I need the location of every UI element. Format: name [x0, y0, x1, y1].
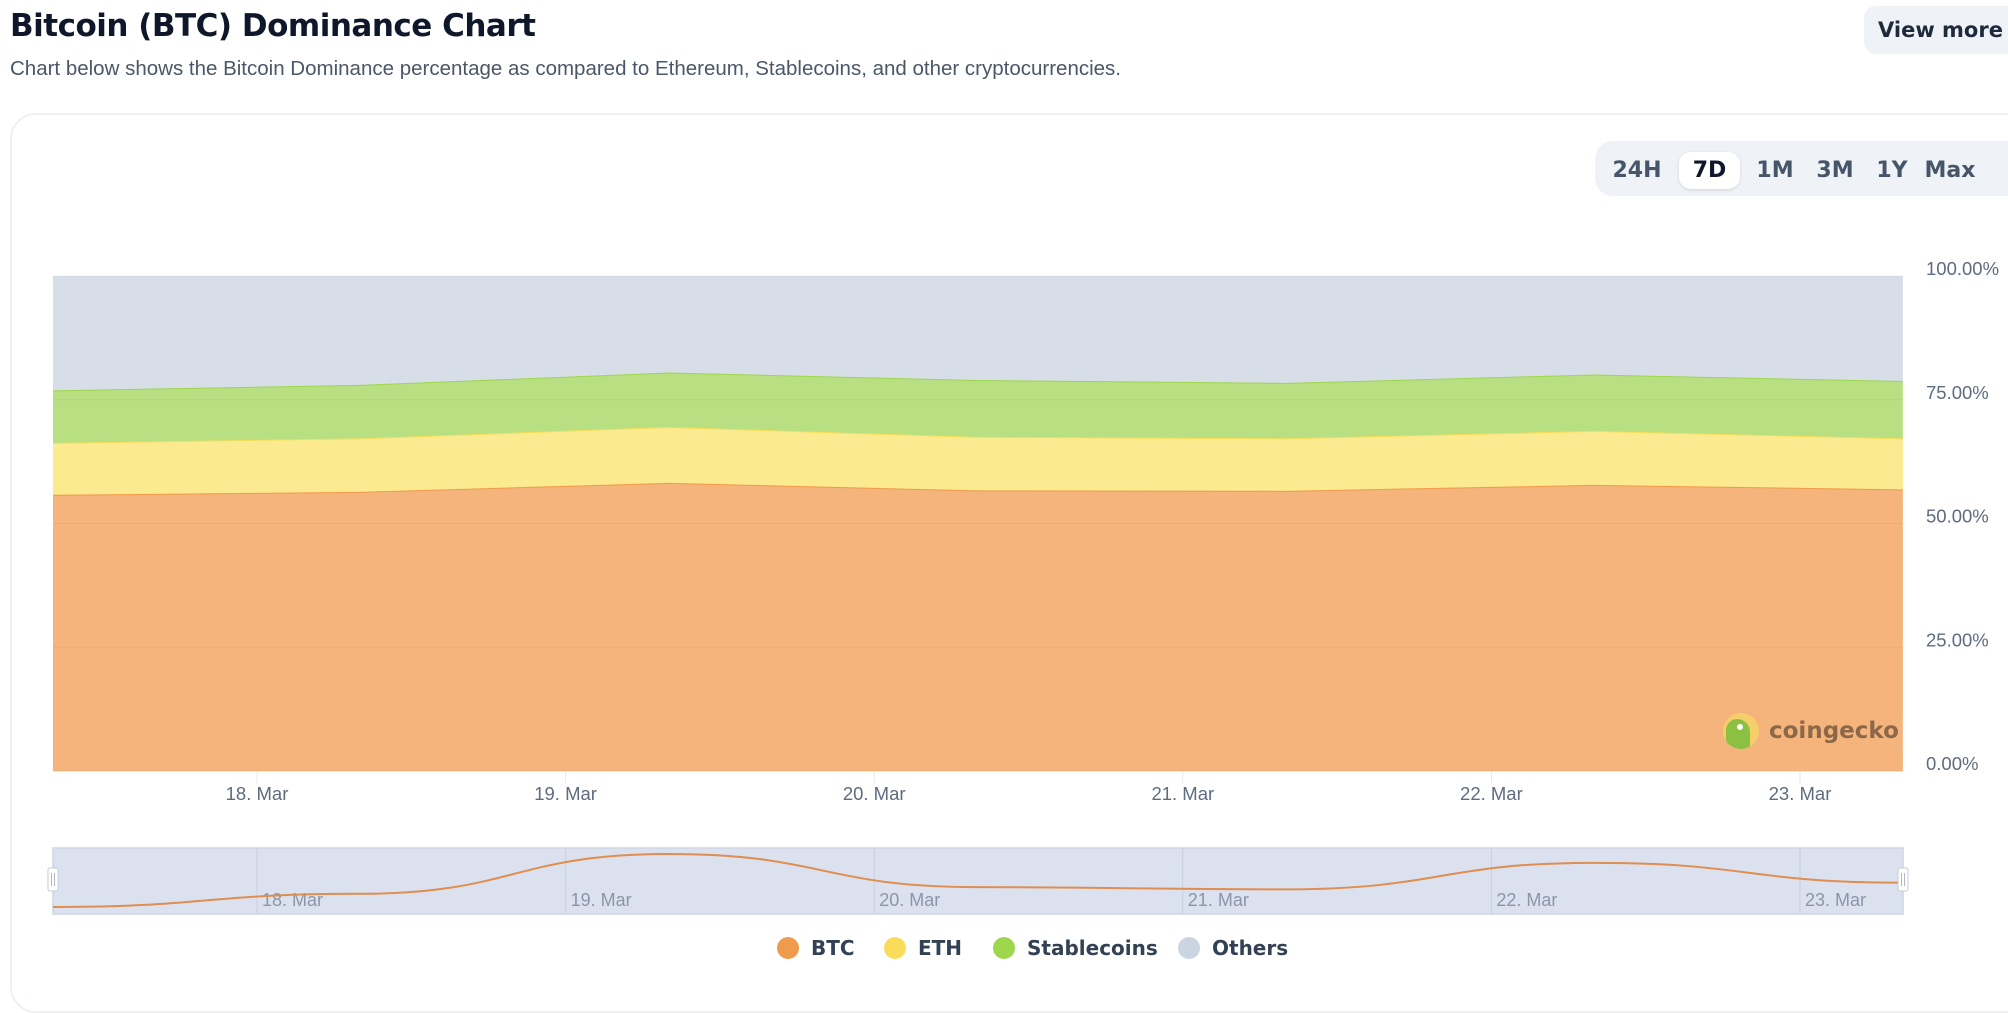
legend-item-stablecoins[interactable]: Stablecoins — [993, 936, 1158, 960]
range-1y-button[interactable]: 1Y — [1876, 158, 1908, 183]
y-tick-label: 25.00% — [1926, 629, 1989, 650]
page-subtitle: Chart below shows the Bitcoin Dominance … — [10, 57, 1122, 80]
legend-dot-others — [1178, 937, 1200, 959]
time-range-selector: 24H 7D 1M 3M 1Y Max — [1595, 141, 2008, 196]
legend-label-btc: BTC — [811, 936, 855, 960]
navigator-tick-label: 18. Mar — [262, 890, 323, 910]
navigator-tick-label: 19. Mar — [571, 890, 632, 910]
area-eth — [53, 426, 1903, 495]
area-btc — [53, 482, 1903, 771]
legend-label-others: Others — [1212, 936, 1289, 960]
range-7d-button[interactable]: 7D — [1679, 152, 1740, 189]
coingecko-logo-icon — [1723, 713, 1759, 749]
legend-item-btc[interactable]: BTC — [777, 936, 855, 960]
page-title: Bitcoin (BTC) Dominance Chart — [10, 8, 536, 44]
range-1m-button[interactable]: 1M — [1756, 158, 1794, 183]
navigator-tick-label: 22. Mar — [1496, 890, 1557, 910]
navigator-btc-line — [52, 852, 1903, 908]
chart-legend: BTC ETH Stablecoins Others — [0, 936, 2008, 966]
range-3m-button[interactable]: 3M — [1816, 158, 1854, 183]
navigator-tick-label: 20. Mar — [879, 890, 940, 910]
y-tick-label: 100.00% — [1926, 258, 1999, 279]
area-stablecoins — [53, 372, 1903, 443]
x-tick-label: 22. Mar — [1460, 783, 1523, 804]
x-tick-label: 19. Mar — [534, 783, 597, 804]
coingecko-watermark: coingecko — [1723, 713, 1899, 749]
x-tick-label: 23. Mar — [1769, 783, 1832, 804]
legend-dot-eth — [884, 937, 906, 959]
legend-dot-stablecoins — [993, 937, 1015, 959]
dominance-chart: 0.00% 25.00% 50.00% 75.00% 100.00% 18. Mar 19.… — [47, 258, 1999, 915]
view-more-label: View more — [1878, 18, 2003, 42]
legend-item-eth[interactable]: ETH — [884, 936, 962, 960]
legend-item-others[interactable]: Others — [1178, 936, 1288, 960]
area-others — [53, 276, 1903, 391]
x-tick-label: 20. Mar — [843, 783, 906, 804]
navigator-tick-label: 23. Mar — [1805, 890, 1866, 910]
navigator-right-handle[interactable] — [1897, 867, 1909, 892]
range-24h-button[interactable]: 24H — [1612, 158, 1662, 183]
y-tick-label: 75.00% — [1926, 382, 1989, 403]
coingecko-wordmark: coingecko — [1769, 718, 1899, 744]
legend-label-eth: ETH — [918, 936, 963, 960]
navigator-tick-label: 21. Mar — [1188, 890, 1249, 910]
x-tick-label: 18. Mar — [226, 783, 289, 804]
navigator-window — [52, 847, 1904, 915]
view-more-button[interactable]: View more — [1864, 6, 2008, 54]
y-tick-label: 0.00% — [1926, 753, 1978, 774]
navigator-left-handle[interactable] — [47, 867, 59, 892]
y-tick-label: 50.00% — [1926, 506, 1989, 527]
legend-dot-btc — [777, 937, 799, 959]
x-tick-label: 21. Mar — [1151, 783, 1214, 804]
legend-label-stablecoins: Stablecoins — [1027, 936, 1158, 960]
range-max-button[interactable]: Max — [1924, 158, 1976, 183]
